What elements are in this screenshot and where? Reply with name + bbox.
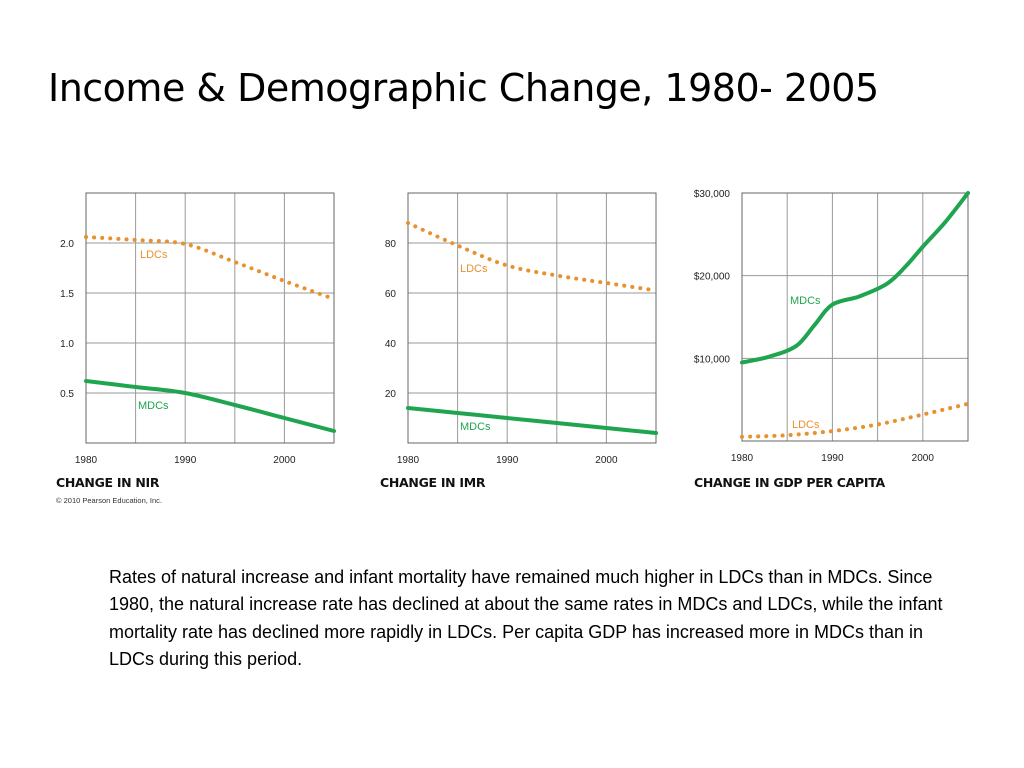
y-tick-label: 2.0 bbox=[60, 239, 74, 250]
y-tick-label: $10,000 bbox=[694, 354, 731, 365]
series-label-mdcs: MDCs bbox=[460, 421, 491, 433]
series-line-ldcs bbox=[740, 401, 970, 439]
y-tick-label: 20 bbox=[385, 389, 397, 400]
series-line-mdcs bbox=[406, 406, 658, 435]
gdp-chart: 1980 1990 2000 $10,000 $20,000 $30,000 MDCs LDC… bbox=[694, 189, 970, 464]
series-line-mdcs bbox=[740, 191, 970, 365]
y-tick-label: $30,000 bbox=[694, 189, 731, 200]
plot-frame bbox=[741, 192, 969, 442]
y-tick-label: 40 bbox=[385, 339, 397, 350]
series-label-ldcs: LDCs bbox=[140, 249, 168, 261]
imr-chart: 1980 1990 2000 20 40 60 80 LDCs MDCs bbox=[385, 192, 658, 466]
series-label-mdcs: MDCs bbox=[790, 295, 821, 307]
y-tick-label: 80 bbox=[385, 239, 397, 250]
slide-title: Income & Demographic Change, 1980- 2005 bbox=[48, 66, 879, 110]
y-tick-label: 1.0 bbox=[60, 339, 74, 350]
x-tick-label: 2000 bbox=[595, 455, 618, 466]
x-tick-label: 1990 bbox=[174, 455, 197, 466]
series-line-mdcs bbox=[84, 379, 336, 433]
y-tick-label: $20,000 bbox=[694, 272, 731, 283]
series-label-ldcs: LDCs bbox=[792, 419, 820, 431]
gdp-chart-caption: CHANGE IN GDP PER CAPITA bbox=[694, 475, 885, 490]
y-tick-label: 60 bbox=[385, 289, 397, 300]
series-line-ldcs bbox=[406, 221, 658, 293]
y-tick-label: 0.5 bbox=[60, 389, 74, 400]
x-tick-label: 1990 bbox=[496, 455, 519, 466]
series-label-ldcs: LDCs bbox=[460, 263, 488, 275]
x-tick-label: 1980 bbox=[75, 455, 98, 466]
nir-chart-caption: CHANGE IN NIR bbox=[56, 475, 160, 490]
x-tick-label: 1980 bbox=[731, 453, 754, 464]
x-tick-label: 1980 bbox=[397, 455, 420, 466]
slide-description: Rates of natural increase and infant mor… bbox=[109, 567, 943, 669]
nir-chart: 1980 1990 2000 0.5 1.0 1.5 2.0 LDCs MDCs bbox=[60, 192, 336, 466]
series-label-mdcs: MDCs bbox=[138, 400, 169, 412]
copyright-notice: © 2010 Pearson Education, Inc. bbox=[56, 496, 163, 505]
x-tick-label: 2000 bbox=[912, 453, 935, 464]
imr-chart-caption: CHANGE IN IMR bbox=[380, 475, 486, 490]
plot-frame bbox=[85, 192, 335, 444]
x-tick-label: 1990 bbox=[821, 453, 844, 464]
series-line-ldcs bbox=[84, 235, 336, 301]
plot-frame bbox=[407, 192, 657, 444]
y-tick-label: 1.5 bbox=[60, 289, 74, 300]
x-tick-label: 2000 bbox=[273, 455, 296, 466]
